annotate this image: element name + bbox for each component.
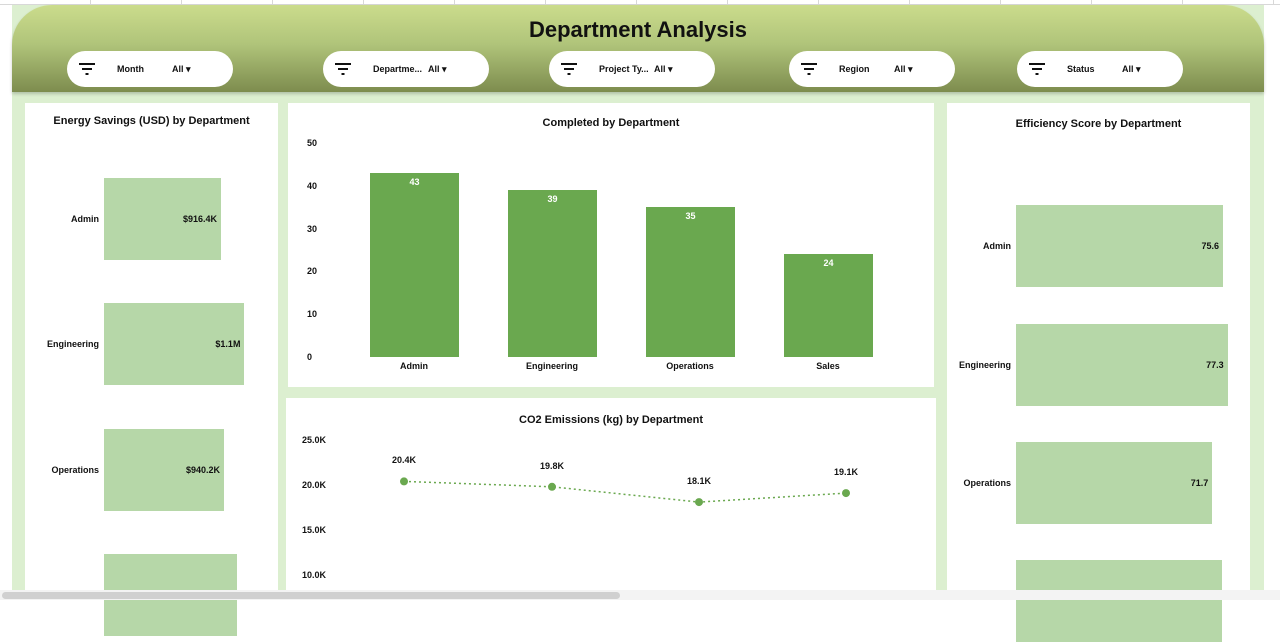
data-label: 43	[409, 176, 420, 187]
y-tick-label: 20	[307, 266, 318, 277]
x-tick-label: Engineering	[525, 361, 578, 371]
bar[interactable]	[104, 303, 245, 385]
slicer-2[interactable]: Project Ty... All ▾	[549, 51, 715, 87]
data-label: 77.3	[1206, 360, 1224, 370]
y-tick-label: 30	[307, 223, 318, 234]
completed-panel: Completed by Department 0 10 20 30 40 50 43 Adm…	[288, 103, 934, 387]
chart-title: Energy Savings (USD) by Department	[53, 115, 250, 127]
slicer-label: Month	[117, 64, 144, 74]
category-label: Operations	[963, 478, 1011, 488]
data-label: 24	[823, 258, 834, 269]
bar[interactable]	[1016, 442, 1213, 524]
chevron-down-icon: ▾	[905, 63, 913, 74]
filter-icon	[1029, 63, 1045, 75]
y-tick-label: 40	[307, 180, 318, 191]
data-label: 20.4K	[391, 455, 417, 466]
data-label: 19.1K	[833, 467, 859, 478]
slicer-3[interactable]: Region All ▾	[789, 51, 955, 87]
y-tick-label: 50	[307, 138, 318, 148]
slicer-value: All	[428, 63, 440, 74]
horizontal-scrollbar[interactable]	[0, 590, 1280, 600]
chevron-down-icon: ▾	[183, 63, 191, 74]
bar[interactable]	[1016, 324, 1228, 406]
filter-icon	[561, 63, 577, 75]
data-point[interactable]	[400, 477, 408, 486]
slicer-label: Status	[1067, 64, 1095, 74]
data-point[interactable]	[842, 489, 850, 498]
bar[interactable]	[784, 254, 873, 357]
bar[interactable]	[1016, 560, 1222, 642]
slicer-value: All	[1122, 63, 1134, 74]
efficiency-panel: Efficiency Score by Department Admin 75.6…	[947, 103, 1250, 642]
category-label: Operations	[51, 465, 99, 475]
data-label: 35	[685, 211, 696, 222]
data-label: 18.1K	[686, 476, 712, 487]
y-tick-label: 0	[307, 352, 313, 362]
bar[interactable]	[370, 172, 459, 357]
category-label: Admin	[983, 241, 1011, 251]
chevron-down-icon: ▾	[665, 63, 673, 74]
slicer-value: All	[894, 63, 906, 74]
slicer-0[interactable]: Month All ▾	[67, 51, 233, 87]
data-label: $940.2K	[186, 465, 221, 475]
slicer-dropdown[interactable]: All ▾	[428, 64, 447, 75]
page-title: Department Analysis	[528, 17, 748, 42]
bar[interactable]	[646, 207, 735, 357]
data-point[interactable]	[548, 482, 556, 491]
line-chart-plot	[400, 477, 850, 507]
x-tick-label: Admin	[400, 361, 428, 371]
y-tick-label: 10.0K	[302, 570, 327, 580]
slicer-dropdown[interactable]: All ▾	[894, 64, 913, 75]
chevron-down-icon: ▾	[439, 63, 447, 74]
chart-title: CO2 Emissions (kg) by Department	[519, 414, 703, 426]
y-tick-label: 20.0K	[302, 480, 327, 490]
bar[interactable]	[104, 178, 221, 260]
data-label: 75.6	[1201, 241, 1219, 251]
x-tick-label: Sales	[816, 361, 840, 371]
series-line	[403, 480, 847, 503]
spreadsheet-gridlines	[0, 0, 1280, 5]
scrollbar-thumb[interactable]	[2, 592, 620, 599]
slicer-dropdown[interactable]: All ▾	[172, 64, 191, 75]
category-label: Engineering	[958, 360, 1011, 370]
filter-icon	[801, 63, 817, 75]
data-label: 39	[547, 194, 558, 205]
slicer-value: All	[172, 63, 184, 74]
filter-icon	[335, 63, 351, 75]
energy-savings-panel: Energy Savings (USD) by Department Admin…	[25, 103, 278, 636]
slicer-dropdown[interactable]: All ▾	[654, 64, 673, 75]
category-label: Admin	[71, 214, 99, 224]
slicer-value: All	[654, 63, 666, 74]
y-tick-label: 10	[307, 309, 318, 320]
chevron-down-icon: ▾	[1133, 63, 1141, 74]
chart-title: Efficiency Score by Department	[1015, 118, 1182, 130]
slicer-dropdown[interactable]: All ▾	[1122, 64, 1141, 75]
slicer-1[interactable]: Departme... All ▾	[323, 51, 489, 87]
chart-title: Completed by Department	[542, 117, 680, 129]
slicer-label: Departme...	[373, 64, 423, 74]
y-tick-label: 25.0K	[302, 435, 327, 445]
data-label: $916.4K	[182, 214, 217, 224]
data-label: $1.1M	[215, 339, 241, 349]
filter-icon	[79, 63, 95, 75]
category-label: Engineering	[46, 339, 99, 349]
slicer-label: Project Ty...	[599, 64, 649, 74]
data-label: 71.7	[1190, 478, 1209, 488]
slicer-label: Region	[839, 64, 870, 74]
x-tick-label: Operations	[666, 361, 714, 371]
bar[interactable]	[1016, 205, 1223, 287]
co2-panel: CO2 Emissions (kg) by Department 25.0K 20…	[286, 398, 936, 600]
y-tick-label: 15.0K	[302, 525, 327, 535]
bar[interactable]	[104, 429, 225, 511]
data-label: 19.8K	[539, 460, 565, 471]
bar[interactable]	[508, 190, 597, 357]
slicer-4[interactable]: Status All ▾	[1017, 51, 1183, 87]
data-point[interactable]	[695, 498, 703, 507]
